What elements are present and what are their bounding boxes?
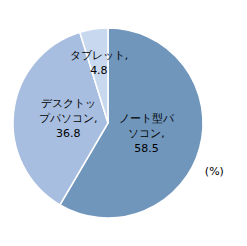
svg-text:ノート型パソコン,58.5: ノート型パソコン,58.5	[119, 112, 175, 155]
svg-text:タブレット,4.8: タブレット,4.8	[70, 49, 129, 77]
svg-text:デスクトップパソコン,36.8: デスクトップパソコン,36.8	[39, 97, 98, 140]
